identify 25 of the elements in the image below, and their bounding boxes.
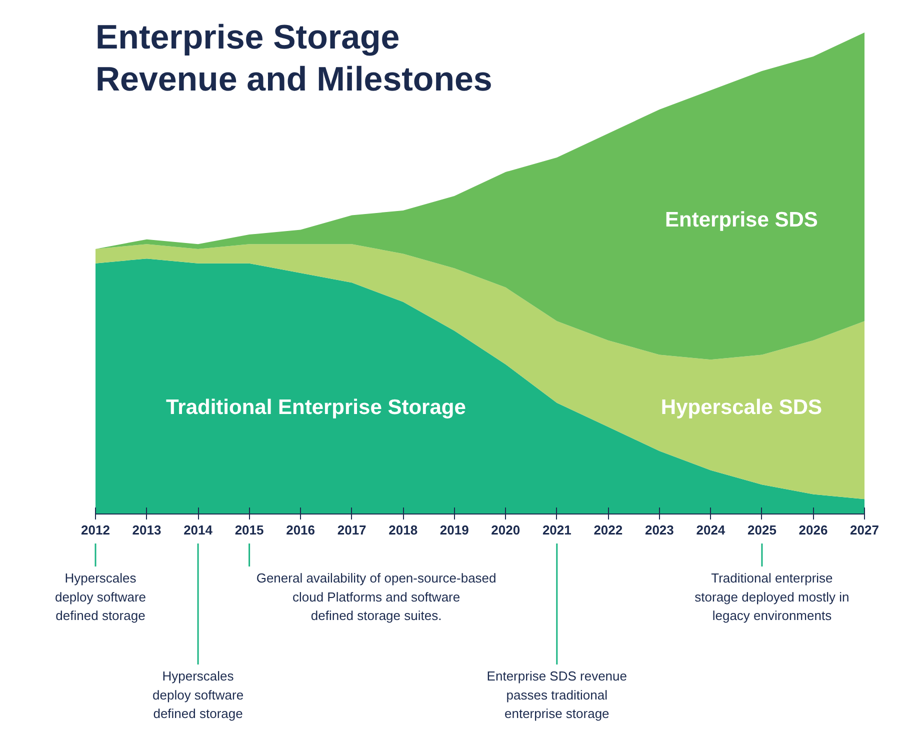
- x-tick-label: 2018: [388, 522, 418, 538]
- x-tick-label: 2012: [81, 522, 110, 538]
- x-tick-label: 2026: [798, 522, 828, 538]
- text: Enterprise SDS revenue passes traditional enterprise storage: [486, 668, 627, 721]
- series-label: Traditional Enterprise Storage: [166, 396, 466, 420]
- x-tick-label: 2022: [594, 522, 623, 538]
- x-tick-label: 2014: [184, 522, 214, 538]
- series-label: Enterprise SDS: [665, 208, 818, 232]
- chart-title: Enterprise Storage Revenue and Milestones: [96, 18, 492, 98]
- x-tick-label: 2019: [440, 522, 469, 538]
- x-tick-label: 2016: [286, 522, 316, 538]
- x-tick-label: 2013: [132, 522, 162, 538]
- text: Traditional enterprise storage deployed mostly in legacy environments: [694, 570, 850, 623]
- x-tick-label: 2024: [696, 522, 726, 538]
- series-label: Hyperscale SDS: [660, 396, 822, 420]
- x-tick-label: 2015: [234, 522, 264, 538]
- x-tick-label: 2021: [542, 522, 572, 538]
- x-tick-label: 2020: [491, 522, 520, 538]
- text: General availability of open-source-based cloud Platforms and software defined storage suites.: [256, 570, 496, 623]
- x-tick-label: 2023: [644, 522, 674, 538]
- x-tick-label: 2017: [337, 522, 366, 538]
- text: Hyperscales deploy software defined storage: [152, 668, 244, 721]
- text: Hyperscales deploy software defined storage: [54, 570, 146, 623]
- x-tick-label: 2027: [850, 522, 879, 538]
- x-tick-label: 2025: [748, 522, 776, 538]
